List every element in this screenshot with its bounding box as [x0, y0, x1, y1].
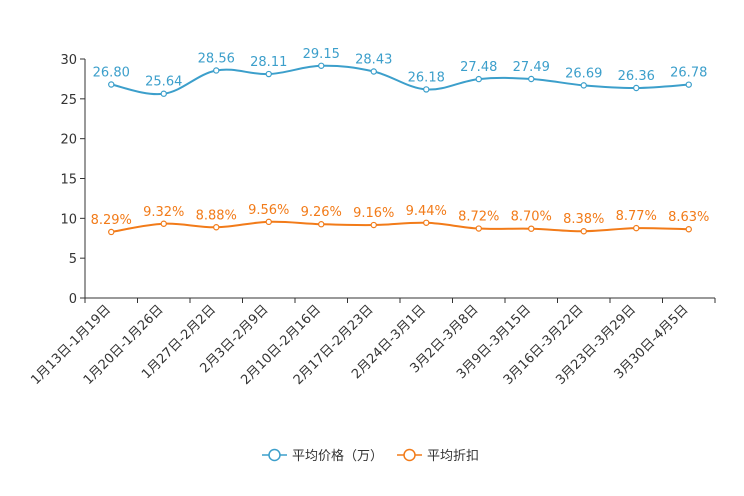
x-axis: 1月13日-1月19日1月20日-1月26日1月27日-2月2日2月3日-2月9…: [28, 297, 716, 388]
data-label: 26.36: [618, 69, 655, 84]
series-1: 26.80 25.64 28.56 28.11 29.15 28.43 26.18 27.48…: [93, 47, 707, 97]
data-label: 8.38%: [563, 212, 604, 227]
data-label: 27.48: [460, 60, 497, 75]
data-label: 27.49: [513, 60, 550, 75]
y-tick-label: 25: [60, 93, 77, 108]
legend[interactable]: 平均价格（万） 平均折扣: [262, 448, 479, 464]
data-point[interactable]: [370, 221, 377, 229]
y-tick-label: 15: [60, 173, 77, 188]
data-point[interactable]: [213, 67, 220, 74]
series-line: [111, 220, 689, 233]
data-label: 26.78: [670, 66, 707, 81]
data-point[interactable]: [423, 219, 430, 226]
y-tick-label: 10: [60, 212, 77, 227]
data-point[interactable]: [423, 86, 430, 93]
data-label: 9.56%: [248, 203, 289, 218]
legend-label: 平均价格（万）: [292, 448, 383, 464]
data-label: 9.32%: [143, 205, 184, 220]
data-label: 8.70%: [511, 210, 552, 225]
data-label: 25.64: [145, 75, 182, 90]
data-point[interactable]: [685, 226, 692, 233]
data-point[interactable]: [108, 81, 115, 88]
y-tick-label: 30: [60, 53, 77, 68]
legend-label: 平均折扣: [427, 449, 479, 464]
series-2: 8.29% 9.32% 8.88% 9.56% 9.26% 9.16% 9.44% 8.72%…: [91, 203, 709, 236]
data-label: 9.44%: [406, 204, 447, 219]
data-label: 26.80: [93, 65, 130, 80]
data-point[interactable]: [633, 84, 640, 92]
data-label: 8.72%: [458, 210, 499, 225]
data-point[interactable]: [265, 70, 272, 78]
data-point[interactable]: [265, 218, 272, 226]
legend-marker-icon: [403, 448, 416, 462]
data-label: 9.16%: [353, 206, 394, 221]
data-point[interactable]: [528, 225, 535, 232]
y-tick-label: 0: [69, 292, 77, 307]
data-point[interactable]: [370, 68, 377, 75]
data-point[interactable]: [580, 82, 587, 89]
data-point[interactable]: [580, 228, 587, 235]
series-line: [111, 64, 689, 96]
data-label: 8.29%: [91, 213, 132, 228]
y-tick-label: 5: [69, 252, 77, 267]
data-point[interactable]: [213, 224, 220, 231]
data-label: 26.69: [565, 66, 602, 81]
data-point[interactable]: [685, 81, 692, 88]
data-label: 28.56: [198, 51, 235, 66]
data-point[interactable]: [160, 90, 167, 97]
series-layer: 26.80 25.64 28.56 28.11 29.15 28.43 26.18 27.48…: [91, 47, 709, 236]
data-label: 28.11: [250, 55, 287, 70]
y-tick-label: 20: [60, 133, 77, 148]
data-label: 9.26%: [301, 205, 342, 220]
data-point[interactable]: [528, 75, 535, 83]
data-label: 26.18: [408, 70, 445, 85]
data-label: 8.77%: [616, 209, 657, 224]
data-label: 8.63%: [668, 210, 709, 225]
legend-item-2[interactable]: 平均折扣: [397, 448, 479, 464]
data-point[interactable]: [475, 225, 482, 232]
data-label: 28.43: [355, 53, 392, 68]
data-point[interactable]: [108, 228, 115, 236]
data-label: 29.15: [303, 47, 340, 62]
data-point[interactable]: [160, 220, 167, 227]
y-axis: 0 5 10 15 20 25 30: [60, 53, 86, 307]
data-point[interactable]: [633, 224, 640, 232]
data-point[interactable]: [475, 75, 482, 83]
legend-marker-icon: [268, 448, 281, 462]
data-point[interactable]: [318, 221, 325, 228]
legend-item-1[interactable]: 平均价格（万）: [262, 448, 383, 464]
data-label: 8.88%: [196, 208, 237, 223]
data-point[interactable]: [318, 62, 325, 69]
